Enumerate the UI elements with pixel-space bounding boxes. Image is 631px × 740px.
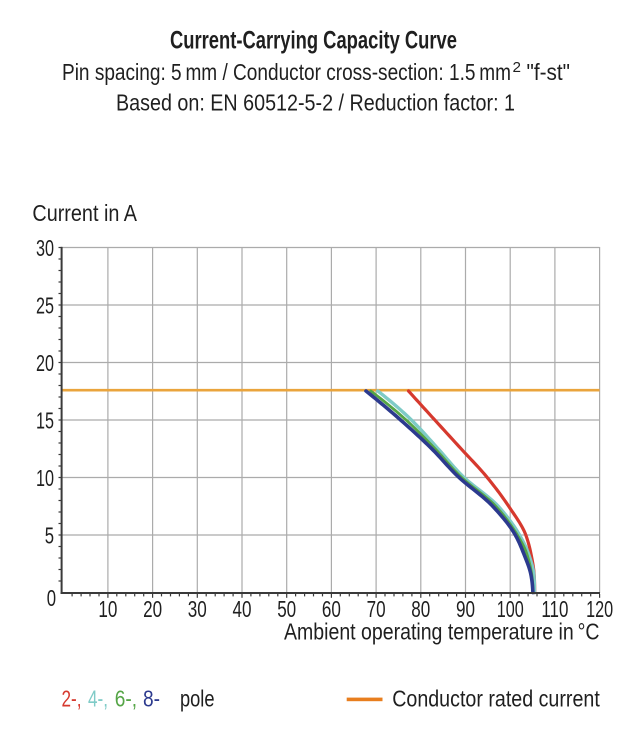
svg-text:6-,: 6-, [115,685,137,711]
svg-text:15: 15 [36,407,54,433]
svg-text:100: 100 [497,596,524,622]
svg-text:10: 10 [98,596,117,622]
svg-text:pole: pole [180,685,215,711]
svg-text:Based on: EN 60512-5-2 / Reduc: Based on: EN 60512-5-2 / Reduction facto… [116,89,515,115]
svg-text:110: 110 [541,596,568,622]
svg-text:30: 30 [36,235,54,261]
svg-text:50: 50 [277,596,296,622]
svg-text:30: 30 [188,596,207,622]
svg-text:2: 2 [513,59,522,76]
svg-text:60: 60 [322,596,341,622]
svg-text:Current in A: Current in A [32,200,137,226]
svg-text:8-: 8- [143,685,160,711]
svg-text:20: 20 [36,350,54,376]
svg-text:Current-Carrying Capacity Curv: Current-Carrying Capacity Curve [170,27,457,55]
svg-text:5: 5 [45,522,54,548]
svg-text:40: 40 [233,596,252,622]
svg-text:Pin spacing: 5 mm / Conductor: Pin spacing: 5 mm / Conductor cross-sect… [62,59,511,85]
svg-text:90: 90 [456,596,475,622]
svg-text:70: 70 [367,596,386,622]
svg-text:Conductor rated current: Conductor rated current [392,685,600,711]
svg-text:120: 120 [586,596,613,622]
svg-text:80: 80 [411,596,430,622]
svg-text:0: 0 [47,585,56,611]
svg-text:2-,: 2-, [62,685,82,711]
svg-text:10: 10 [36,465,54,491]
svg-text:20: 20 [143,596,162,622]
svg-text:"f-st": "f-st" [527,59,571,85]
svg-text:4-,: 4-, [88,685,108,711]
svg-text:Ambient operating temperature: Ambient operating temperature in °C [284,618,600,644]
svg-text:25: 25 [36,292,54,318]
